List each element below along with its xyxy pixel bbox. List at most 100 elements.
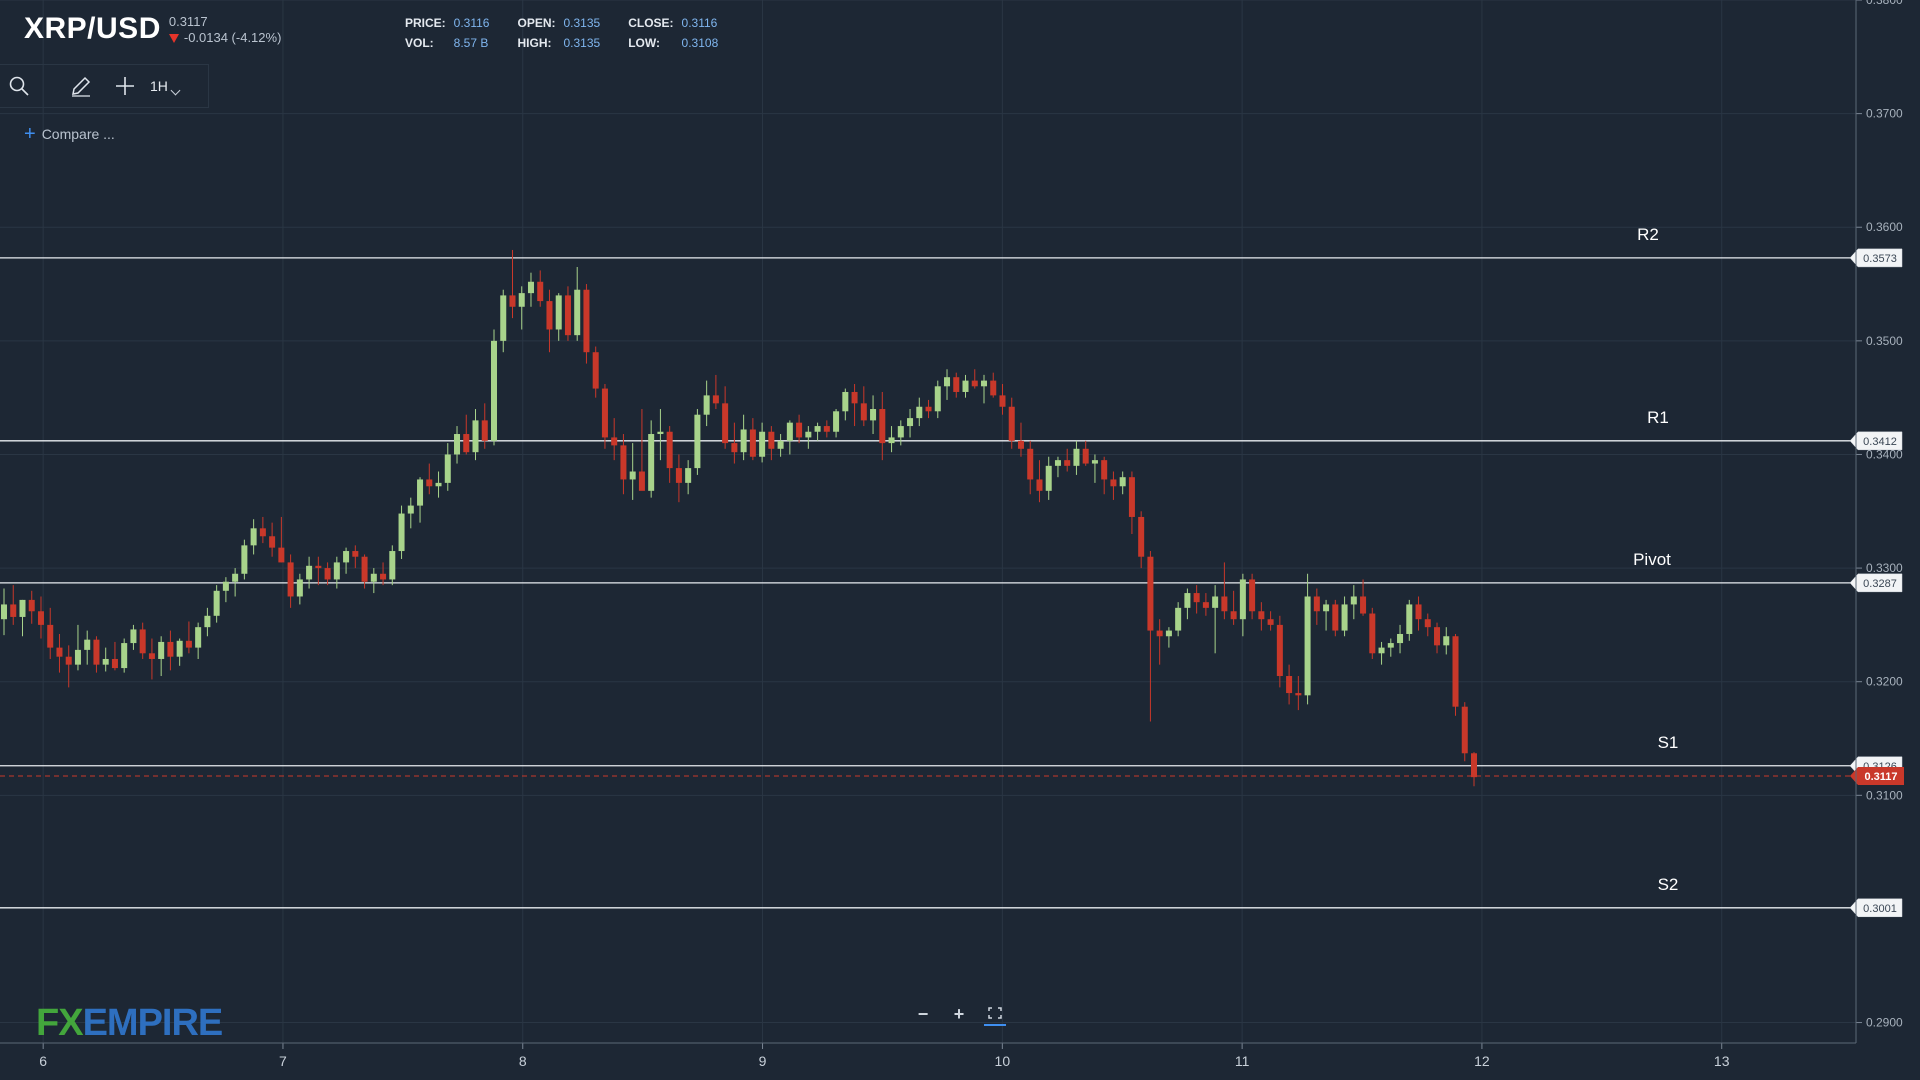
candle-body — [65, 656, 72, 665]
candle-body — [814, 426, 821, 432]
current-price-line: 0.3117 — [0, 767, 1904, 786]
candle-body — [398, 513, 405, 552]
y-tick-label: 0.3300 — [1866, 561, 1903, 575]
candle — [352, 545, 359, 569]
candle-body — [1184, 593, 1191, 608]
candle-body — [417, 479, 424, 506]
candle — [583, 284, 590, 364]
candle-body — [712, 395, 719, 404]
x-tick-label: 7 — [279, 1053, 287, 1069]
candle — [740, 414, 747, 461]
level-price-label: 0.3287 — [1863, 578, 1897, 590]
x-tick-label: 11 — [1235, 1053, 1250, 1069]
price-change-value: -0.0134 (-4.12%) — [183, 30, 282, 45]
candle-body — [907, 418, 914, 427]
candle-body — [666, 431, 673, 469]
candle — [527, 272, 534, 307]
candle-body — [1295, 693, 1302, 696]
candle — [269, 522, 276, 557]
candle — [1387, 638, 1394, 657]
candle-body — [860, 403, 867, 421]
fullscreen-icon[interactable] — [984, 1002, 1006, 1026]
candle — [1434, 622, 1441, 654]
chart-toolbar: 1H — [0, 64, 209, 108]
candle — [213, 585, 220, 623]
candle — [278, 516, 285, 563]
pencil-icon[interactable] — [68, 73, 94, 99]
candle-body — [657, 431, 664, 435]
candle-body — [1147, 556, 1154, 631]
candle-body — [102, 658, 109, 665]
candle — [1452, 633, 1459, 716]
candle-body — [620, 445, 627, 480]
candle — [380, 562, 387, 586]
candle-body — [638, 471, 645, 491]
x-tick-label: 12 — [1474, 1053, 1490, 1069]
candle-body — [980, 380, 988, 387]
candle — [370, 568, 377, 594]
candle-body — [463, 434, 470, 453]
candle — [426, 463, 433, 495]
candle — [925, 399, 932, 419]
candle — [694, 409, 701, 475]
search-icon[interactable] — [6, 73, 32, 99]
candle-body — [611, 437, 618, 446]
stat-value: 8.57 B — [453, 36, 489, 50]
candle-body — [315, 565, 322, 569]
candle — [823, 420, 830, 438]
candle-body — [1258, 611, 1265, 620]
candle — [435, 471, 442, 498]
candle-body — [389, 551, 396, 580]
candle-body — [851, 391, 858, 404]
candle — [111, 641, 118, 671]
candle — [343, 547, 350, 574]
candle-body — [1054, 460, 1061, 466]
crosshair-plus-icon[interactable] — [112, 73, 138, 99]
candle — [1045, 456, 1052, 500]
candle — [685, 460, 692, 495]
zoom-out-icon[interactable]: − — [917, 1003, 929, 1024]
candle-body — [1165, 630, 1172, 637]
candle — [555, 293, 562, 341]
candle-body — [805, 431, 812, 438]
candle-body — [74, 649, 81, 665]
candle — [1360, 579, 1367, 616]
candle — [722, 386, 729, 449]
price-box: 0.3117 -0.0134 (-4.12%) — [168, 14, 282, 46]
candle-body — [842, 391, 849, 412]
candle — [1128, 471, 1135, 534]
zoom-in-icon[interactable]: + — [953, 1003, 965, 1024]
candle — [37, 596, 44, 639]
candle-body — [1128, 477, 1135, 517]
compare-button[interactable]: + Compare ... — [24, 124, 115, 144]
stat-label: VOL: — [405, 36, 434, 50]
candle — [777, 434, 784, 457]
candle-body — [93, 639, 100, 665]
candle — [1461, 702, 1468, 762]
candle — [897, 420, 904, 446]
candle-body — [352, 551, 359, 557]
candle — [167, 630, 174, 671]
candle-body — [833, 411, 840, 432]
candle — [1313, 588, 1320, 625]
candle-body — [1221, 596, 1228, 612]
stat-value: 0.3135 — [563, 16, 601, 30]
timeframe-select[interactable]: 1H — [150, 78, 181, 95]
candle-body — [574, 289, 581, 336]
candle — [472, 409, 479, 461]
candle-body — [1064, 460, 1071, 466]
candle — [944, 369, 951, 400]
candle — [703, 380, 710, 427]
candle — [870, 395, 877, 435]
candle-body — [10, 604, 17, 617]
ohlc-stats: PRICE: 0.3116 OPEN: 0.3135 CLOSE: 0.3116… — [405, 16, 738, 50]
candle-body — [1276, 624, 1283, 677]
candle — [611, 418, 618, 461]
candle-body — [509, 295, 516, 307]
candle-body — [472, 420, 479, 453]
stat-value: 0.3116 — [453, 16, 490, 30]
candle — [999, 384, 1006, 415]
candle — [1017, 422, 1024, 457]
candle-body — [28, 599, 35, 612]
